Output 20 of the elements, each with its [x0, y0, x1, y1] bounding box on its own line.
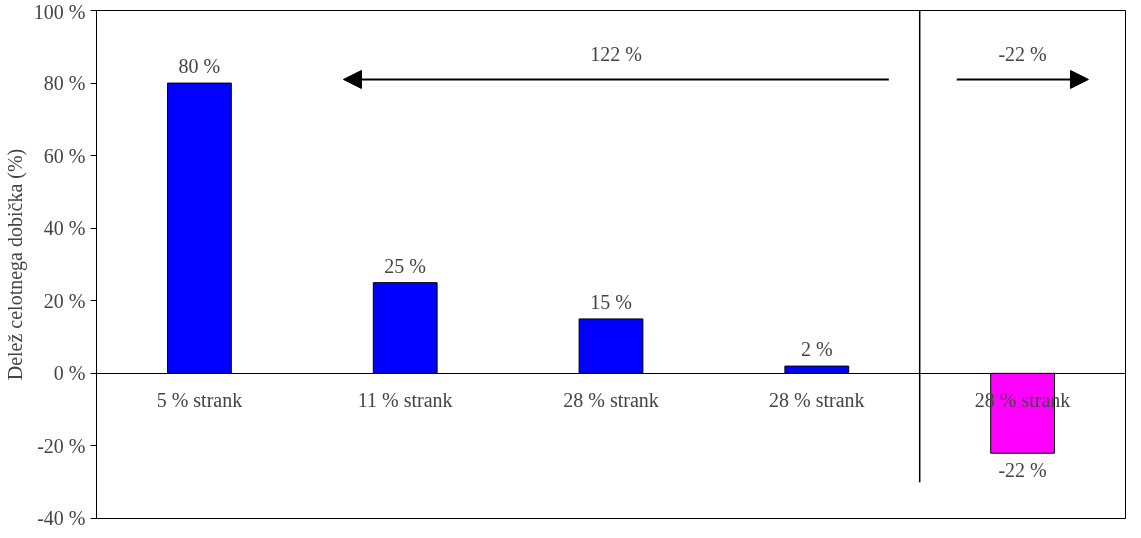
- x-tick-label: 5 % strank: [156, 389, 243, 412]
- y-tick-label: 60 %: [43, 144, 86, 167]
- y-tick-label: -40 %: [37, 506, 86, 529]
- y-tick-label: 100 %: [33, 0, 86, 23]
- y-tick-label: 80 %: [43, 72, 86, 95]
- annotation: -22 %: [998, 43, 1047, 66]
- y-tick-label: 20 %: [43, 289, 86, 312]
- data-label: -22 %: [998, 459, 1047, 482]
- y-tick-label: 0 %: [53, 362, 86, 385]
- y-tick-label: -20 %: [37, 434, 86, 457]
- data-label: 15 %: [590, 290, 632, 313]
- data-label: 2 %: [800, 338, 833, 361]
- x-tick-label: 11 % strank: [357, 389, 453, 412]
- x-tick-label: 28 % strank: [563, 389, 659, 412]
- data-label: 80 %: [178, 55, 221, 78]
- y-tick-label: 40 %: [43, 217, 86, 240]
- annotation: 122 %: [590, 43, 642, 66]
- x-tick-label: 28 % strank: [769, 389, 865, 412]
- data-label: 25 %: [384, 254, 427, 277]
- y-axis-title: Delež celotnega dobička (%): [3, 148, 27, 381]
